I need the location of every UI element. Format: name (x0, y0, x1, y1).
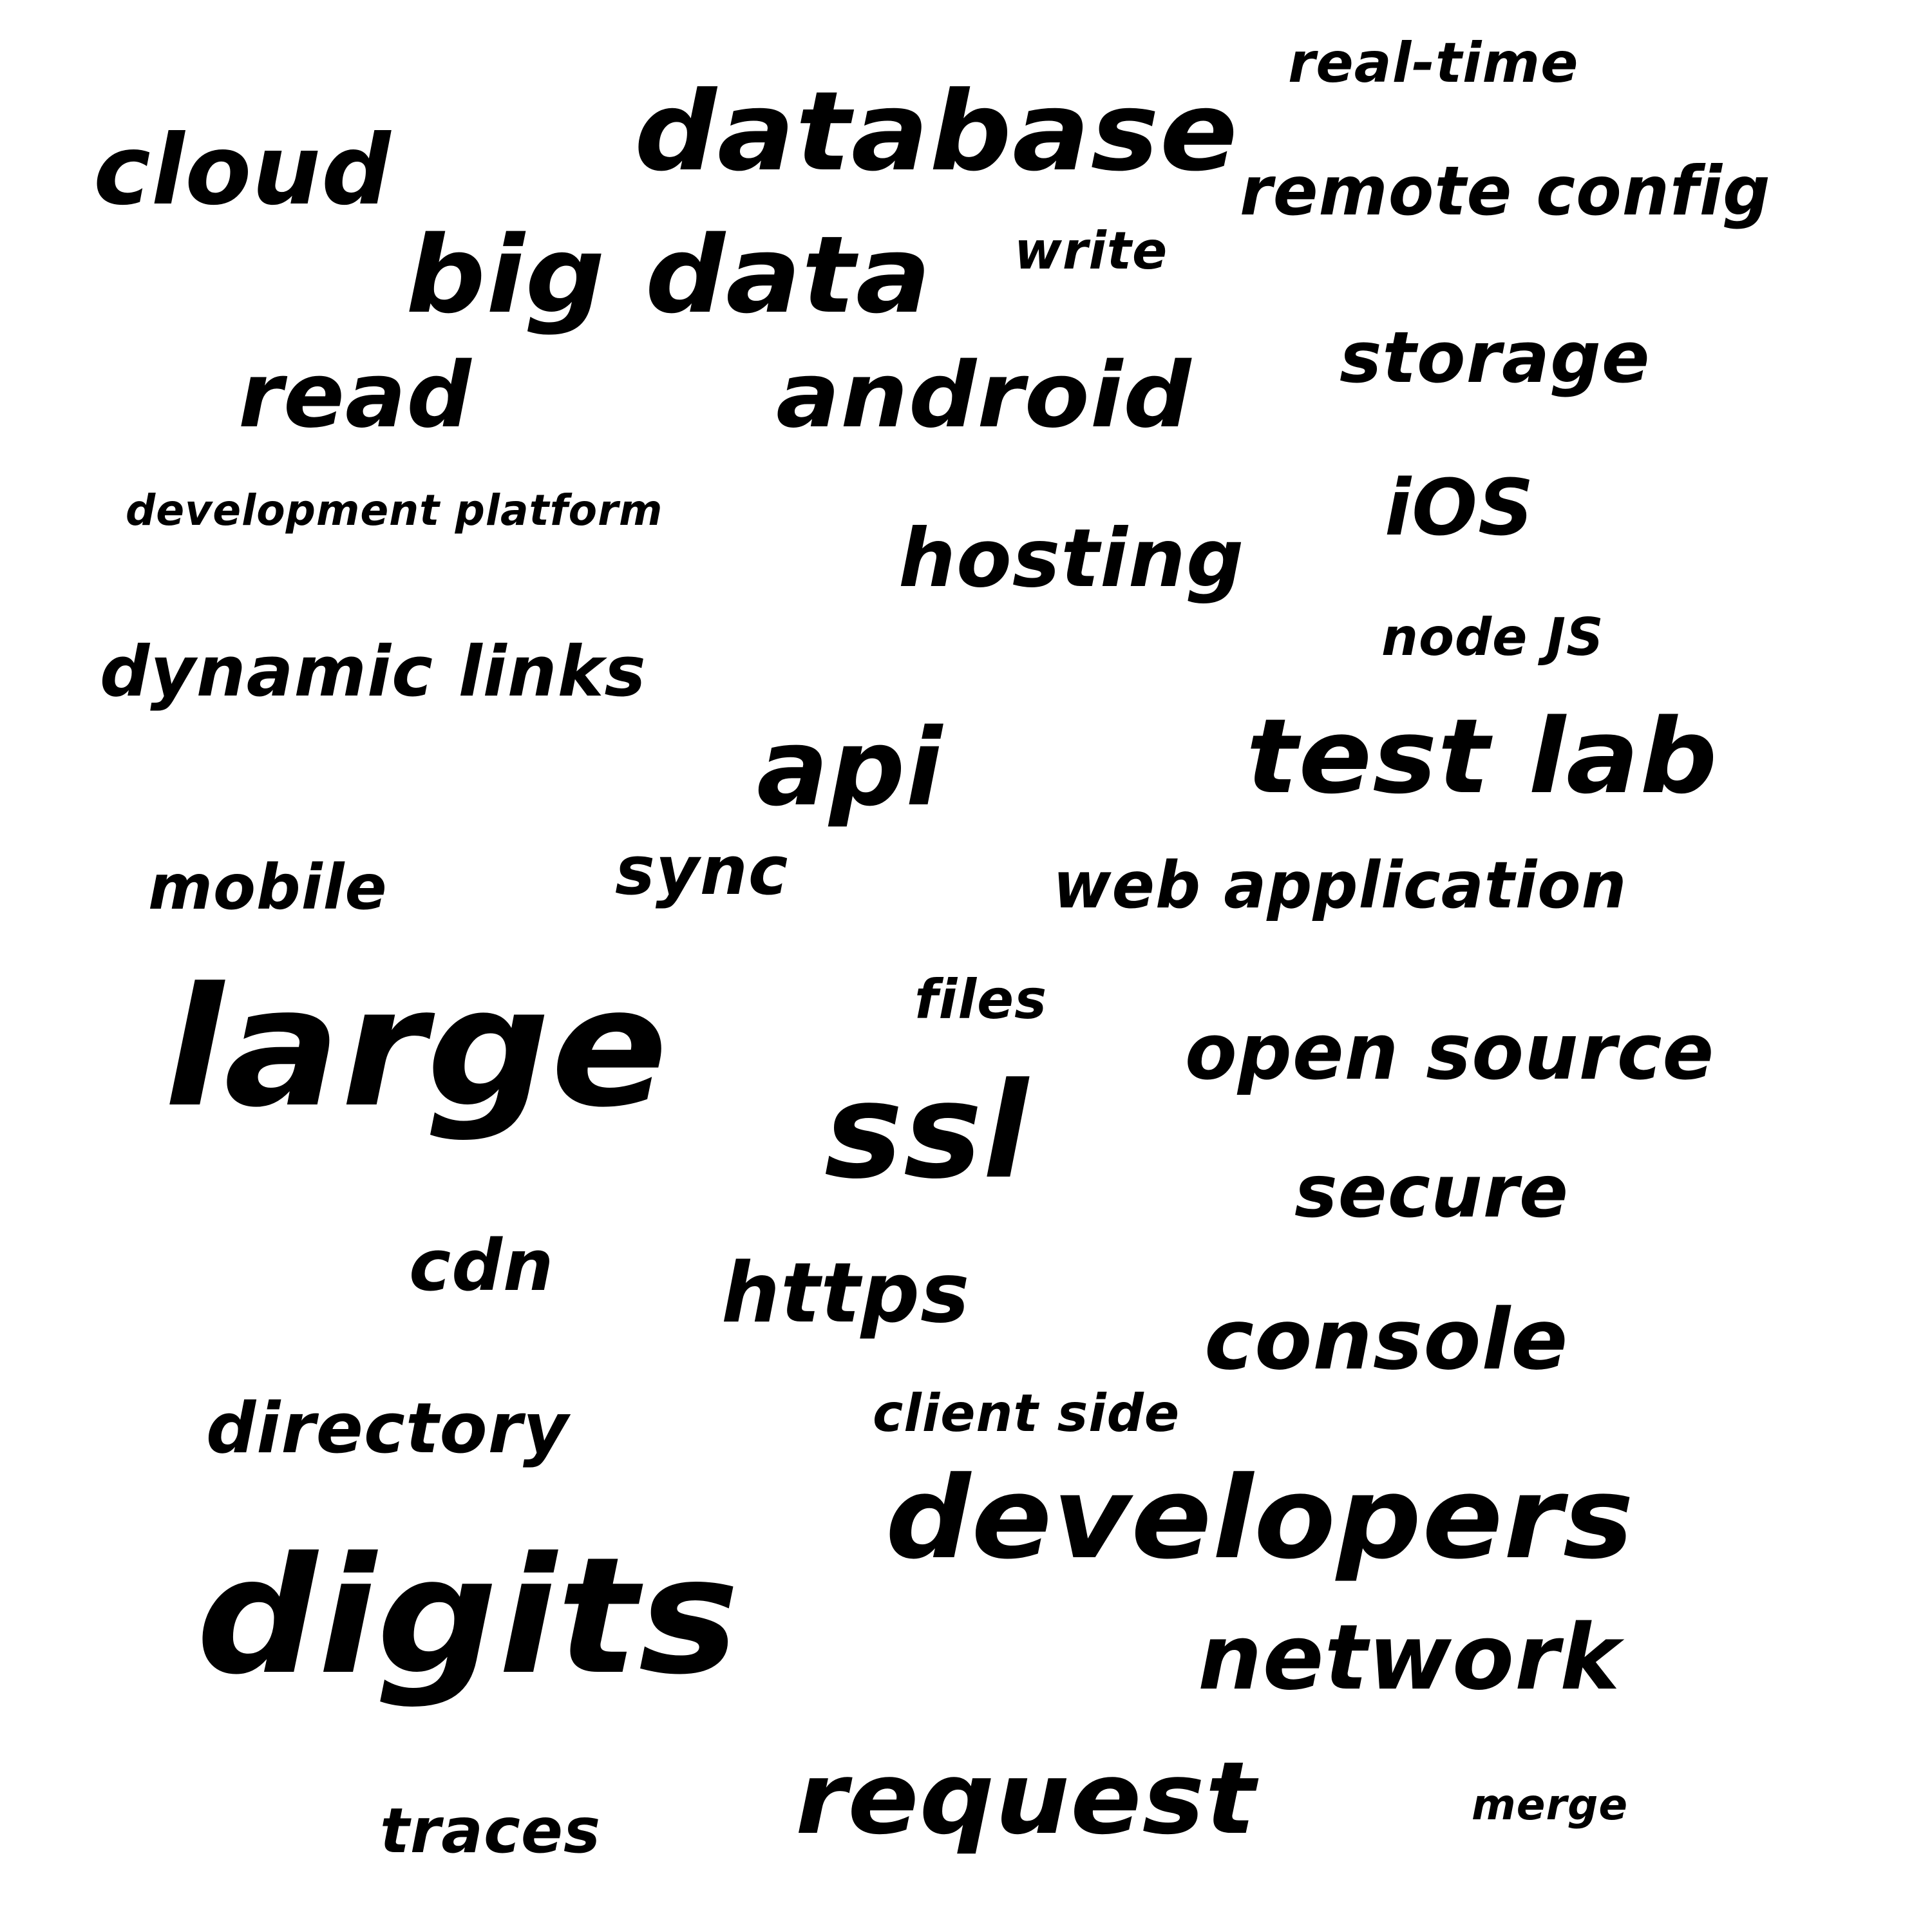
word-mobile: mobile (148, 851, 388, 923)
word-write: write (1014, 221, 1168, 281)
word-digits: digits (196, 1522, 740, 1710)
word-large: large (164, 952, 669, 1144)
word-android: android (776, 343, 1192, 448)
word-network: network (1198, 1605, 1621, 1710)
word-ios: iOS (1385, 464, 1535, 553)
word-request: request (795, 1740, 1256, 1857)
word-dynamic-links: dynamic links (100, 632, 647, 712)
word-big-data: big data (406, 213, 932, 337)
word-directory: directory (206, 1388, 569, 1469)
word-files: files (914, 968, 1048, 1031)
word-open-source: open source (1185, 1008, 1715, 1097)
word-read: read (238, 343, 472, 448)
word-cloud-term: cloud (93, 115, 392, 227)
word-console: console (1204, 1291, 1569, 1388)
word-real-time: real-time (1288, 31, 1579, 95)
word-test-lab: test lab (1246, 696, 1718, 817)
word-development-platform: development platform (126, 486, 663, 535)
word-cdn: cdn (409, 1224, 554, 1307)
word-secure: secure (1294, 1150, 1569, 1234)
word-traces: traces (380, 1795, 601, 1867)
word-web-application: web application (1053, 848, 1627, 923)
word-api: api (757, 706, 943, 829)
word-hosting: hosting (898, 512, 1245, 605)
word-storage: storage (1340, 316, 1651, 399)
word-merge: merge (1472, 1780, 1629, 1830)
word-client-side: client side (873, 1383, 1180, 1443)
word-https: https (721, 1245, 971, 1341)
word-remote-config: remote config (1240, 152, 1771, 231)
word-database: database (634, 68, 1238, 196)
word-sync: sync (615, 831, 789, 910)
word-node-js: node JS (1381, 607, 1604, 667)
word-developers: developers (886, 1452, 1634, 1584)
word-ssl: ssl (824, 1055, 1029, 1208)
